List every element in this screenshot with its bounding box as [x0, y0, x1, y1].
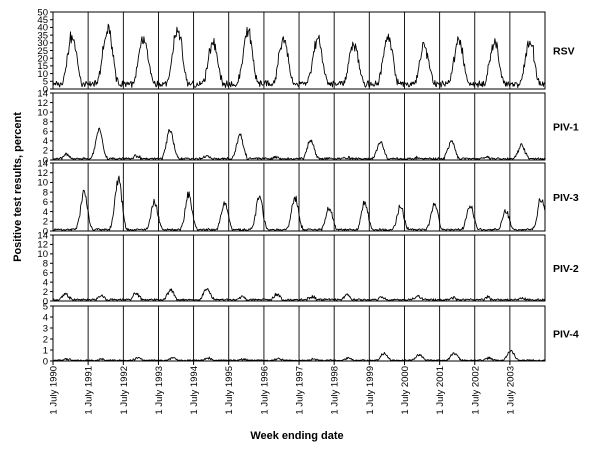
y-tick-label-piv-1: 4 — [43, 136, 48, 147]
panel-label-piv-1: PIV-1 — [553, 122, 579, 134]
x-axis-title: Week ending date — [250, 430, 343, 442]
series-line-rsv — [52, 23, 546, 89]
x-tick-label: 1 July 2003 — [505, 366, 516, 415]
y-tick-label-rsv: 25 — [37, 46, 48, 57]
x-tick-label: 1 July 1993 — [154, 366, 165, 415]
y-tick-label-piv-1: 6 — [43, 127, 48, 138]
y-tick-label-piv-4: 4 — [43, 312, 48, 323]
y-tick-label-piv-1: 14 — [37, 88, 48, 99]
y-tick-label-piv-4: 3 — [43, 323, 48, 334]
series-line-piv-1 — [52, 127, 546, 161]
y-tick-label-piv-1: 0 — [43, 155, 48, 166]
x-tick-label: 1 July 1994 — [189, 366, 200, 415]
y-tick-label-piv-3: 4 — [43, 207, 48, 218]
y-tick-label-rsv: 0 — [43, 84, 48, 95]
y-tick-label-piv-3: 12 — [37, 168, 48, 179]
y-tick-label-piv-1: 12 — [37, 98, 48, 109]
y-tick-label-piv-3: 6 — [43, 197, 48, 208]
x-tick-label: 1 July 1999 — [365, 366, 376, 415]
y-tick-label-piv-1: 8 — [43, 117, 48, 128]
series-line-piv-2 — [52, 288, 546, 302]
x-tick-label: 1 July 1991 — [84, 366, 95, 415]
y-tick-label-rsv: 30 — [37, 38, 48, 49]
y-tick-label-piv-3: 8 — [43, 187, 48, 198]
y-tick-label-piv-1: 2 — [43, 146, 48, 157]
x-tick-label: 1 July 1995 — [224, 366, 235, 415]
y-tick-label-piv-4: 5 — [43, 301, 48, 312]
y-tick-label-rsv: 10 — [37, 69, 48, 80]
y-tick-label-piv-4: 1 — [43, 345, 48, 356]
y-tick-label-piv-3: 10 — [37, 178, 48, 189]
y-tick-label-piv-2: 8 — [43, 259, 48, 270]
y-tick-label-piv-3: 0 — [43, 226, 48, 237]
y-tick-label-rsv: 40 — [37, 23, 48, 34]
x-tick-label: 1 July 1990 — [49, 366, 60, 415]
y-tick-label-piv-3: 14 — [37, 158, 48, 169]
y-tick-label-piv-4: 2 — [43, 334, 48, 345]
x-tick-label: 1 July 2001 — [435, 366, 446, 415]
y-tick-label-piv-2: 6 — [43, 268, 48, 279]
x-tick-label: 1 July 1992 — [119, 366, 130, 415]
x-tick-label: 1 July 1996 — [259, 366, 270, 415]
y-tick-label-rsv: 50 — [37, 7, 48, 18]
y-tick-label-piv-2: 14 — [37, 230, 48, 241]
y-tick-label-piv-2: 12 — [37, 240, 48, 251]
series-line-piv-4 — [52, 349, 545, 362]
y-tick-label-rsv: 20 — [37, 54, 48, 65]
y-tick-label-piv-2: 2 — [43, 287, 48, 298]
series-line-piv-3 — [52, 175, 546, 232]
y-tick-label-piv-1: 10 — [37, 107, 48, 118]
y-tick-label-piv-4: 0 — [43, 356, 48, 367]
panel-label-rsv: RSV — [553, 46, 575, 58]
x-tick-label: 1 July 1998 — [330, 366, 341, 415]
y-tick-label-piv-2: 4 — [43, 277, 48, 288]
y-tick-label-piv-3: 2 — [43, 217, 48, 228]
x-tick-label: 1 July 2000 — [400, 366, 411, 415]
y-axis-title: Positive test results, percent — [12, 112, 24, 262]
panel-label-piv-4: PIV-4 — [553, 329, 579, 341]
x-tick-label: 1 July 2002 — [470, 366, 481, 415]
panel-label-piv-3: PIV-3 — [553, 192, 579, 204]
x-tick-labels: 1 July 1990 1 July 1991 1 July 1992 1 July … — [49, 361, 516, 415]
y-tick-label-piv-2: 0 — [43, 296, 48, 307]
panel-label-piv-2: PIV-2 — [553, 263, 579, 275]
chart-panels: 05101520253035404550RSV02468101214PIV-10… — [37, 7, 578, 367]
y-tick-label-piv-2: 10 — [37, 249, 48, 260]
x-tick-label: 1 July 1997 — [295, 366, 306, 415]
y-tick-label-rsv: 45 — [37, 15, 48, 26]
y-tick-label-rsv: 35 — [37, 30, 48, 41]
y-tick-label-rsv: 5 — [43, 77, 48, 88]
y-tick-label-rsv: 15 — [37, 61, 48, 72]
